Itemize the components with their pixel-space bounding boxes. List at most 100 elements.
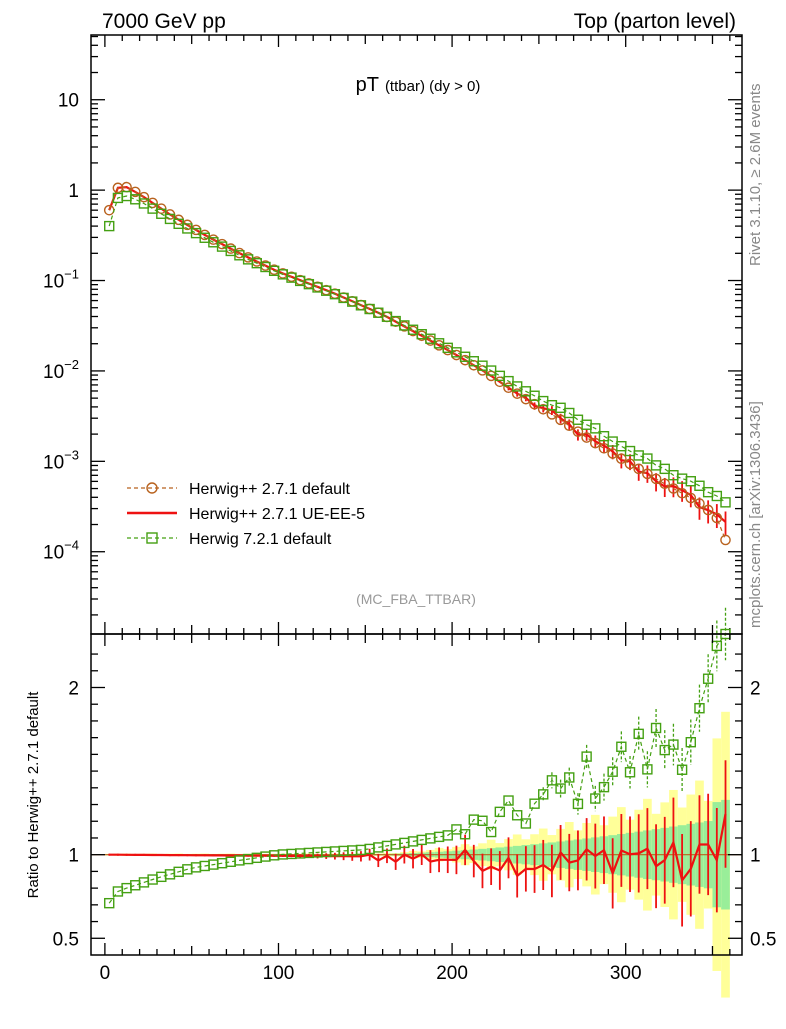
legend: Herwig++ 2.7.1 default Herwig++ 2.7.1 UE-… [127, 481, 365, 548]
y-tick-label-base: 1 [68, 181, 79, 202]
herwigpp-default-marker [711, 512, 723, 524]
y-tick-label: 10 [58, 91, 79, 112]
ratio-herwig7-marker [624, 767, 636, 778]
herwig7-marker [485, 365, 497, 376]
herwigpp-default-marker [633, 463, 645, 475]
ratio-herwig7-marker [104, 897, 115, 909]
ratio-ylabel: Ratio to Herwig++ 2.7.1 default [25, 691, 42, 899]
y-tick-label-exponent: −1 [64, 267, 79, 282]
y-tick-label-base: 10 [43, 543, 64, 564]
herwig7-marker [572, 414, 584, 425]
ratio-herwig7-marker [572, 798, 584, 810]
ratio-plot-panel: 0 100 200 300 0.5 0.5 1 1 2 2 [53, 607, 776, 998]
y-tick-label: 1 [68, 181, 79, 202]
ratio-series-group [91, 607, 742, 927]
main-series-group [103, 181, 731, 546]
ratio-herwig7-marker [156, 871, 167, 883]
x-tick-label: 200 [436, 963, 468, 984]
ratio-axes: 0 100 200 300 0.5 0.5 1 1 2 2 [53, 633, 776, 984]
ratio-y-tick-label-left: 0.5 [53, 929, 79, 950]
legend-label: Herwig 7.2.1 default [189, 531, 332, 548]
herwigpp-default-marker [572, 426, 584, 437]
ratio-herwig7-marker [607, 766, 618, 777]
ratio-herwig7-marker [130, 880, 141, 891]
herwig7-marker [694, 480, 705, 491]
herwig7-marker [633, 450, 644, 461]
ratio-herwig7-line [108, 633, 726, 904]
ratio-y-tick-label-right: 0.5 [750, 929, 776, 950]
herwigpp-default-marker [676, 487, 688, 499]
herwigpp-default-marker [685, 492, 697, 504]
header-right-label: Top (parton level) [574, 10, 736, 33]
herwig7-marker [503, 375, 514, 387]
x-tick-label: 100 [263, 963, 295, 984]
herwigpp-default-marker [563, 420, 575, 432]
herwigpp-default-marker [659, 478, 671, 490]
ratio-herwig7-marker [598, 781, 610, 793]
herwigpp-default-marker [720, 534, 731, 546]
y-tick-label-exponent: −4 [64, 538, 79, 553]
plot-title-sub: (ttbar) (dy > 0) [385, 78, 480, 95]
herwig7-marker [720, 497, 731, 508]
ratio-herwig7-marker [538, 789, 549, 800]
herwigpp-default-marker [616, 453, 627, 465]
ratio-herwig7-marker [633, 728, 644, 740]
ratio-herwig7-marker [642, 764, 653, 775]
ratio-herwig7-marker [685, 737, 696, 748]
legend-marker-square [146, 532, 158, 544]
herwig7-marker [564, 407, 575, 419]
ratio-herwig7-marker [511, 810, 523, 821]
herwig7-marker [659, 463, 670, 475]
x-tick-label: 300 [610, 963, 642, 984]
herwig7-marker [598, 430, 610, 442]
ratio-herwig7-marker [555, 783, 566, 794]
herwig7-marker [555, 402, 566, 413]
ratio-herwig7-marker [451, 824, 462, 835]
ratio-herwig7-marker [702, 673, 714, 684]
ratio-herwig7-marker [650, 722, 662, 734]
plot-title-main: pT [356, 74, 379, 96]
herwigpp-default-marker [642, 468, 653, 480]
legend-label: Herwig++ 2.7.1 default [189, 481, 351, 498]
y-tick-label: 10−3 [43, 447, 79, 473]
y-tick-label-base: 10 [58, 91, 79, 112]
herwigpp-default-marker [702, 504, 714, 516]
herwigpp-default-marker [650, 473, 662, 485]
ratio-herwig7-marker [564, 772, 575, 783]
ratio-herwig7-marker [668, 739, 679, 750]
y-tick-label-exponent: −2 [64, 357, 79, 372]
y-tick-label: 10−4 [43, 538, 79, 564]
y-tick-label-base: 10 [43, 362, 64, 383]
ratio-herwig7-marker [546, 775, 558, 786]
herwig7-marker [616, 440, 627, 452]
herwig7-marker [529, 390, 540, 401]
ratio-herwig7-marker [581, 751, 592, 762]
ratio-herwig7-marker [494, 806, 506, 818]
ratio-ueee5-line [109, 813, 727, 883]
ratio-herwig7-marker [694, 703, 705, 714]
ratio-herwig7-marker [711, 640, 723, 652]
herwig7-marker [650, 460, 662, 471]
rivet-version-label: Rivet 3.1.10, ≥ 2.6M events [747, 84, 764, 267]
ratio-herwig7-marker [659, 744, 670, 756]
y-tick-label: 10−1 [43, 267, 79, 293]
herwigpp-default-marker [598, 443, 610, 454]
mcplots-url-label: mcplots.cern.ch [arXiv:1306.3436] [747, 401, 764, 628]
herwigpp-default-marker [590, 437, 601, 449]
y-tick-label: 10−2 [43, 357, 79, 383]
ratio-herwig7-marker [442, 830, 453, 841]
ratio-herwig7-marker [520, 818, 532, 829]
ratio-herwig7-marker [459, 829, 471, 840]
herwigpp-default-marker [581, 432, 592, 443]
herwigpp-default-marker [668, 483, 679, 494]
ratio-herwig7-marker [616, 741, 627, 752]
herwig7-marker [104, 220, 115, 232]
herwigpp-default-marker [555, 414, 566, 426]
ratio-y-tick-label-left: 2 [68, 679, 79, 700]
ratio-herwig7-marker [529, 798, 540, 809]
herwigpp-default-marker [607, 448, 618, 459]
analysis-watermark: (MC_FBA_TTBAR) [356, 591, 476, 607]
